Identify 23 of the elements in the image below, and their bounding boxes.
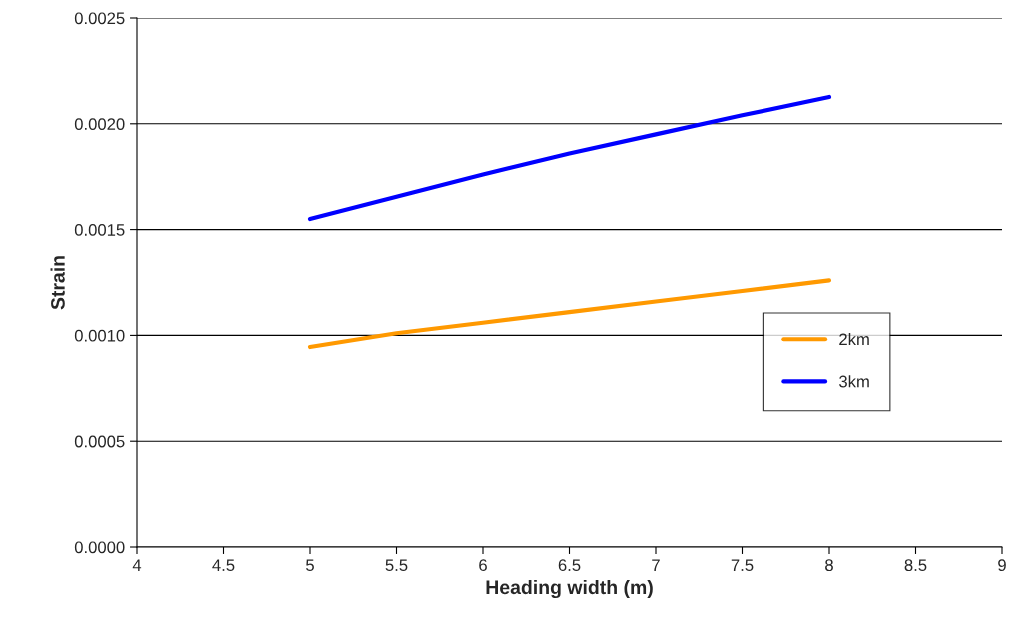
x-tick-label: 8.5	[904, 559, 927, 572]
y-tick-label: 0.0025	[74, 12, 125, 25]
x-tick-label: 4	[132, 559, 142, 571]
line-series	[307, 278, 832, 350]
y-tick-label: 0.0005	[74, 435, 125, 448]
line-series	[307, 94, 832, 222]
y-tick-label: 0.0015	[74, 224, 125, 236]
x-tick-label: 4.5	[212, 559, 235, 572]
x-axis-title: Heading width (m)	[486, 579, 653, 599]
legend-label: 3km	[839, 375, 869, 388]
y-tick-label: 0.0010	[74, 329, 125, 342]
x-tick-label: 5.5	[385, 559, 408, 572]
y-tick-label: 0.0020	[74, 118, 125, 130]
x-tick-label: 9	[998, 559, 1006, 572]
x-tick-label: 6	[479, 559, 487, 572]
x-tick-label: 6.5	[558, 559, 581, 572]
legend-label: 2km	[839, 332, 869, 346]
x-tick-label: 5	[306, 559, 314, 572]
x-tick-label: 7	[652, 559, 660, 571]
x-tick-label: 7.5	[731, 559, 754, 572]
y-tick-label: 0.0000	[74, 541, 125, 554]
y-axis-title: Strain	[50, 256, 65, 310]
x-tick-label: 8	[825, 559, 833, 572]
